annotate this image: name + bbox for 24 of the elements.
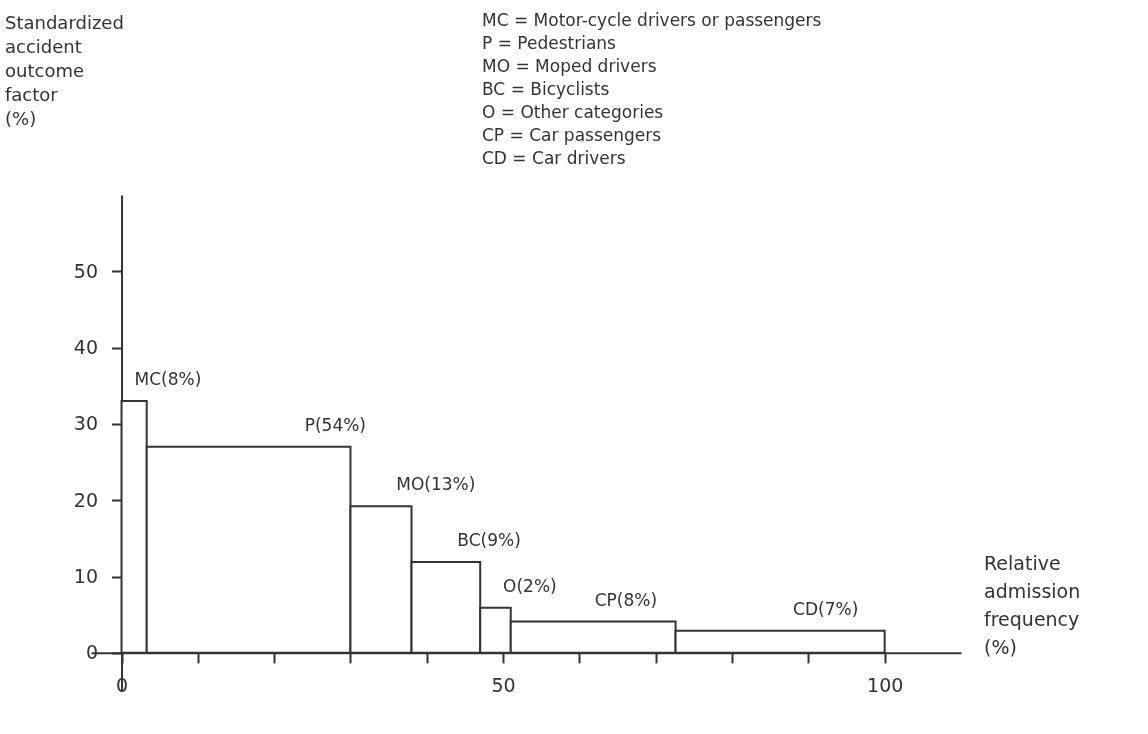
text: MC = Motor-cycle drivers or passengers xyxy=(482,10,822,30)
text: CD = Car drivers xyxy=(482,148,626,168)
text: BC = Bicyclists xyxy=(482,79,610,99)
y-axis-title: Standardized accident outcome factor (%) xyxy=(5,12,124,129)
annotation: O(2%) xyxy=(503,575,557,596)
x-tick-label: 100 xyxy=(867,674,904,697)
x-axis-title: Relative admission frequency (%) xyxy=(984,552,1081,658)
annotation: CP(8%) xyxy=(594,589,658,610)
text: P = Pedestrians xyxy=(482,33,617,53)
annotation: MC(8%) xyxy=(134,369,202,390)
annotation: P(54%) xyxy=(304,414,366,435)
text: MO = Moped drivers xyxy=(482,56,657,76)
y-tick-label: 50 xyxy=(73,259,99,282)
text: CP = Car passengers xyxy=(482,125,662,145)
y-tick-label: 0 xyxy=(85,641,99,664)
text: O = Other categories xyxy=(482,102,664,122)
x-tick-label: 50 xyxy=(491,674,516,697)
annotation: BC(9%) xyxy=(457,530,521,551)
y-tick-label: 30 xyxy=(73,412,99,435)
y-tick-label: 20 xyxy=(73,488,99,511)
annotation: MO(13%) xyxy=(396,474,476,495)
y-tick-label: 10 xyxy=(73,565,99,588)
annotation: CD(7%) xyxy=(793,598,859,619)
y-tick-label: 40 xyxy=(73,336,99,359)
